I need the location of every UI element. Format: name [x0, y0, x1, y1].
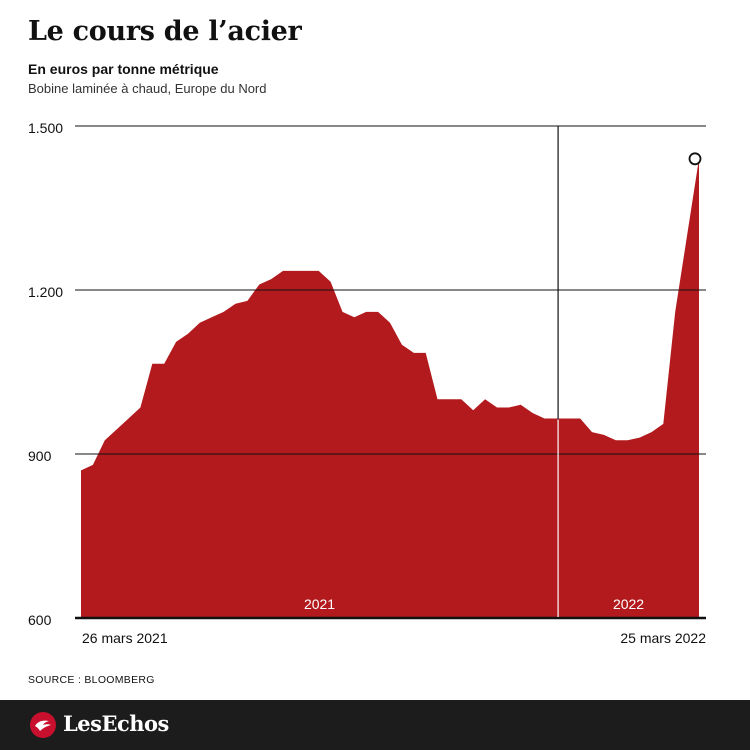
- period-label-2021: 2021: [304, 596, 335, 612]
- price-area: [81, 158, 699, 619]
- x-end-label: 25 mars 2022: [620, 630, 706, 646]
- last-value-marker: [688, 152, 702, 166]
- chart-subtitle: En euros par tonne métrique: [28, 61, 219, 77]
- y-tick-label: 1.200: [28, 284, 63, 300]
- area-chart: 600 900 1.200 1.500 2021 2022 26 mars 2021 25 m…: [28, 120, 706, 646]
- y-tick-label: 600: [28, 612, 52, 628]
- footer-bar: LesEchos: [0, 700, 750, 750]
- source-note: SOURCE : BLOOMBERG: [28, 674, 155, 686]
- chart-title: Le cours de l’acier: [28, 16, 302, 47]
- les-echos-logo-text: LesEchos: [63, 711, 169, 736]
- les-echos-logo-icon: [30, 712, 56, 738]
- period-label-2022: 2022: [613, 596, 644, 612]
- y-tick-label: 900: [28, 448, 52, 464]
- y-tick-label: 1.500: [28, 120, 63, 136]
- x-start-label: 26 mars 2021: [82, 630, 168, 646]
- chart-subtitle-detail: Bobine laminée à chaud, Europe du Nord: [28, 81, 267, 96]
